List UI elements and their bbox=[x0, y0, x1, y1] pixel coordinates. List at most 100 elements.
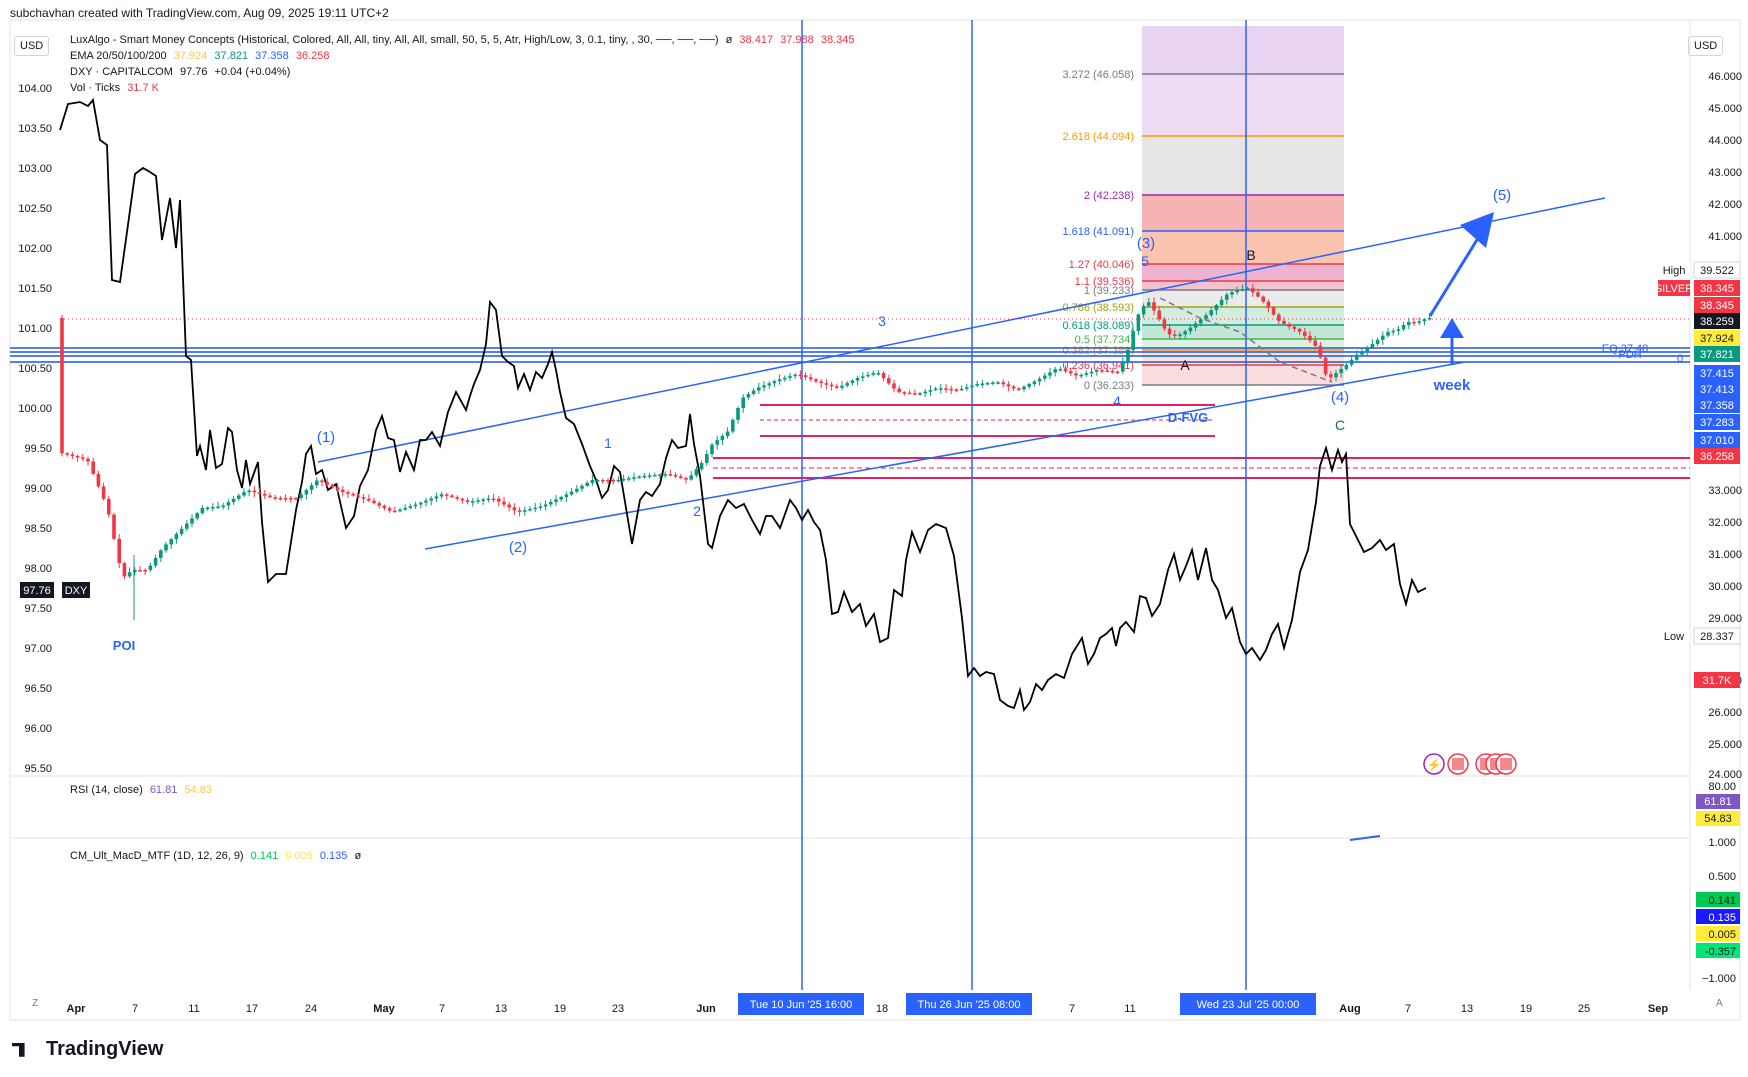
right-price-badge bbox=[1694, 672, 1740, 688]
candle-body bbox=[507, 504, 511, 508]
candle-body bbox=[621, 479, 626, 481]
legend-dxy[interactable]: DXY · CAPITALCOM 97.76 +0.04 (+0.04%) bbox=[70, 66, 294, 78]
x-axis-tick: 17 bbox=[246, 1003, 258, 1015]
fib-zone bbox=[1142, 231, 1344, 264]
candle-body bbox=[710, 444, 714, 455]
candle-body bbox=[902, 392, 907, 394]
x-axis-tick: 7 bbox=[439, 1003, 445, 1015]
candle-body bbox=[216, 506, 220, 508]
left-axis-tick: 97.50 bbox=[24, 603, 52, 615]
candle-body bbox=[65, 453, 69, 455]
macd-badge bbox=[1696, 909, 1740, 924]
candle-body bbox=[777, 379, 782, 382]
candle-body bbox=[1126, 349, 1130, 362]
candle-body bbox=[1277, 314, 1281, 321]
candle-body bbox=[523, 510, 527, 512]
candle-body bbox=[663, 474, 667, 476]
candle-body bbox=[559, 496, 563, 500]
candle-body bbox=[1266, 301, 1271, 308]
candle-body bbox=[1022, 386, 1026, 390]
week-arrowhead bbox=[1440, 318, 1464, 338]
date-flag-label: Thu 26 Jun '25 08:00 bbox=[917, 999, 1020, 1011]
candle-body bbox=[814, 379, 818, 382]
candle-body bbox=[1407, 322, 1411, 326]
candle-body bbox=[1131, 331, 1135, 350]
candle-body bbox=[767, 383, 771, 386]
candle-body bbox=[1157, 310, 1161, 320]
right-axis-tick: 26.000 bbox=[1708, 707, 1742, 719]
candle-body bbox=[429, 498, 433, 501]
candle-body bbox=[980, 383, 985, 385]
candle-body bbox=[1318, 345, 1323, 358]
candle-body bbox=[829, 384, 834, 387]
candle-body bbox=[237, 495, 241, 499]
right-axis-tick: 30.000 bbox=[1708, 581, 1742, 593]
legend-smc-eye-icon[interactable]: ø bbox=[725, 34, 733, 46]
wave-label: EQ 37.48 bbox=[1602, 343, 1648, 355]
tradingview-logo: TradingView bbox=[12, 1038, 163, 1061]
left-axis-tick: 103.00 bbox=[18, 163, 52, 175]
candle-body bbox=[1355, 354, 1359, 360]
candle-body bbox=[575, 488, 579, 492]
candle-body bbox=[803, 375, 808, 378]
candle-body bbox=[595, 480, 600, 482]
candle-body bbox=[907, 392, 912, 395]
right-price-badge-value: 36.258 bbox=[1700, 451, 1734, 463]
candle-body bbox=[585, 482, 589, 486]
right-label-name: SILVER bbox=[1655, 283, 1693, 295]
candle-body bbox=[1001, 382, 1005, 385]
candle-body bbox=[1282, 320, 1286, 324]
legend-smc[interactable]: LuxAlgo - Smart Money Concepts (Historic… bbox=[70, 34, 859, 46]
candle-body bbox=[398, 509, 402, 512]
chart-frame bbox=[9, 19, 1741, 1021]
zoom-button[interactable]: Z bbox=[32, 998, 39, 1009]
wave-label: (5) bbox=[1493, 187, 1511, 204]
legend-smc-v2: 37.988 bbox=[780, 34, 814, 46]
candle-body bbox=[798, 374, 803, 377]
macd-axis-tick: 0.135 bbox=[1708, 912, 1736, 924]
legend-macd[interactable]: CM_Ult_MacD_MTF (1D, 12, 26, 9) 0.141 0.… bbox=[70, 850, 365, 862]
candle-body bbox=[1386, 331, 1390, 336]
right-axis-tick: 41.000 bbox=[1708, 231, 1742, 243]
candle-body bbox=[783, 377, 787, 380]
candle-body bbox=[845, 383, 849, 386]
candle-body bbox=[289, 498, 293, 500]
left-currency-button[interactable]: USD bbox=[14, 36, 50, 56]
candle-body bbox=[762, 385, 766, 388]
candle-body bbox=[1261, 296, 1265, 302]
candle-body bbox=[731, 419, 735, 432]
legend-rsi[interactable]: RSI (14, close) 61.81 54.83 bbox=[70, 784, 216, 796]
wave-label: 1 bbox=[604, 435, 612, 451]
candle-body bbox=[887, 378, 891, 384]
legend-vol[interactable]: Vol · Ticks 31.7 K bbox=[70, 82, 163, 94]
candle-body bbox=[606, 480, 610, 482]
right-price-badge bbox=[1694, 330, 1740, 346]
candle-body bbox=[1401, 325, 1406, 330]
candle-body bbox=[1360, 351, 1364, 355]
x-axis-tick: 25 bbox=[1578, 1003, 1590, 1015]
legend-ema-v4: 36.258 bbox=[295, 50, 330, 62]
legend-vol-v1: 31.7 K bbox=[127, 82, 159, 94]
right-currency-button[interactable]: USD bbox=[1688, 36, 1724, 56]
candle-body bbox=[133, 570, 137, 573]
candle-body bbox=[1292, 326, 1297, 329]
candle-body bbox=[965, 387, 969, 389]
candle-body bbox=[923, 391, 927, 394]
fib-level-label: 0.618 (38.089) bbox=[1062, 320, 1134, 332]
dxy-name-badge-label: DXY bbox=[65, 585, 88, 597]
legend-ema[interactable]: EMA 20/50/100/200 37.924 37.821 37.358 3… bbox=[70, 50, 334, 62]
x-axis-tick: 11 bbox=[1124, 1003, 1135, 1015]
dxy-price-badge bbox=[20, 582, 54, 598]
auto-scale-button[interactable]: A bbox=[1716, 998, 1723, 1009]
candle-body bbox=[1089, 371, 1094, 374]
candle-body bbox=[835, 386, 839, 388]
candle-body bbox=[1069, 371, 1073, 374]
candle-body bbox=[268, 495, 272, 498]
fib-level-label: 1.1 (39.536) bbox=[1075, 276, 1134, 288]
candle-body bbox=[736, 407, 740, 420]
legend-macd-eye-icon[interactable]: ø bbox=[354, 850, 362, 862]
x-axis-tick: 7 bbox=[132, 1003, 138, 1015]
candle-body bbox=[148, 565, 153, 570]
candle-body bbox=[840, 385, 844, 388]
